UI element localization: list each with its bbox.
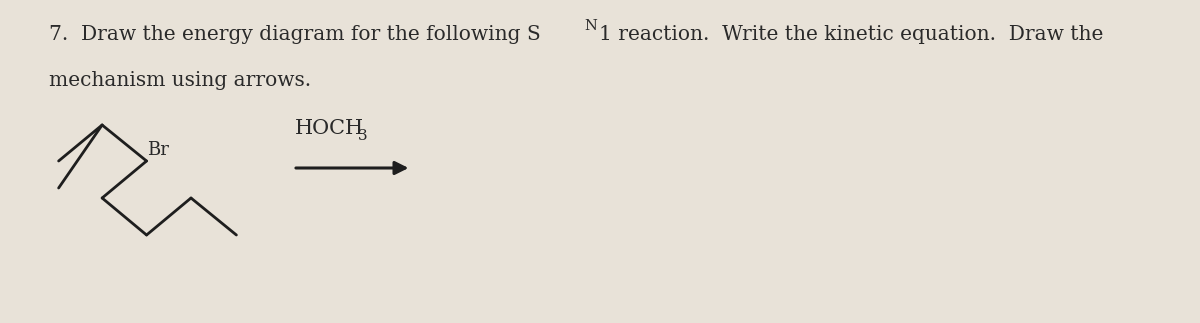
Text: Br: Br (148, 141, 169, 159)
Text: mechanism using arrows.: mechanism using arrows. (49, 71, 311, 90)
Text: 7.  Draw the energy diagram for the following S: 7. Draw the energy diagram for the follo… (49, 25, 541, 44)
Text: 3: 3 (358, 130, 367, 143)
Text: HOCH: HOCH (295, 119, 364, 138)
Text: 1 reaction.  Write the kinetic equation.  Draw the: 1 reaction. Write the kinetic equation. … (599, 25, 1103, 44)
Text: N: N (584, 19, 598, 33)
